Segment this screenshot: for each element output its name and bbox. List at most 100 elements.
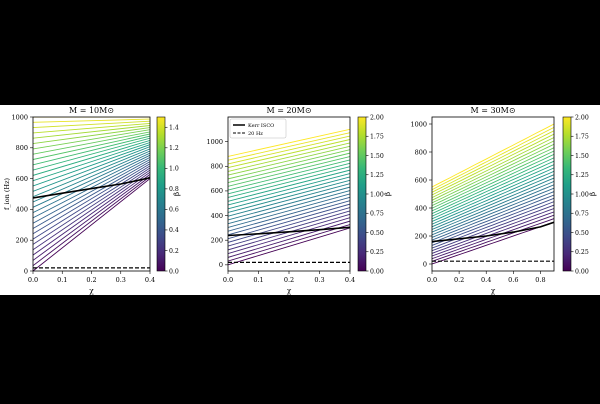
beta-curve: [432, 153, 554, 212]
beta-curve: [33, 129, 150, 150]
y-tick-label: 200: [415, 232, 427, 240]
beta-curve: [228, 152, 350, 184]
beta-curve: [228, 166, 350, 198]
x-tick-label: 0.1: [253, 276, 263, 284]
colorbar-label: β: [384, 192, 392, 196]
beta-curve: [432, 123, 554, 188]
y-tick-label: 800: [415, 148, 427, 156]
colorbar-tick-label: 1.25: [575, 172, 589, 179]
beta-curve: [228, 173, 350, 206]
beta-curve: [33, 133, 150, 160]
beta-curve: [432, 170, 554, 225]
chart-title: M = 10M⊙: [69, 106, 114, 115]
beta-curve: [432, 140, 554, 201]
beta-curve: [228, 196, 350, 232]
beta-curve: [432, 174, 554, 228]
y-tick-label: 600: [16, 175, 28, 183]
y-tick-label: 800: [16, 144, 28, 152]
beta-curve: [228, 183, 350, 217]
beta-curve: [228, 210, 350, 247]
y-tick-label: 0: [24, 267, 28, 275]
x-tick-label: 0.0: [223, 276, 233, 284]
plot-area: [33, 117, 150, 271]
beta-curve: [228, 162, 350, 195]
colorbar-tick-label: 0.50: [370, 230, 384, 237]
beta-curve: [432, 187, 554, 238]
y-tick-label: 400: [16, 206, 28, 214]
beta-curve: [228, 220, 350, 258]
y-tick-label: 200: [211, 237, 223, 245]
colorbar-tick-label: 1.50: [370, 153, 384, 160]
x-tick-label: 0.0: [427, 276, 437, 284]
beta-curve: [33, 144, 150, 187]
beta-curve: [432, 201, 554, 249]
beta-curve: [432, 133, 554, 196]
beta-curve: [432, 184, 554, 236]
beta-curve: [228, 132, 350, 161]
beta-curve: [228, 190, 350, 225]
colorbar-tick-label: 0.25: [370, 249, 384, 256]
beta-curve: [33, 148, 150, 198]
colorbar-tick-label: 0.00: [370, 268, 384, 275]
y-tick-label: 0: [423, 260, 427, 268]
colorbar-tick-label: 2.00: [575, 114, 589, 121]
beta-curve: [432, 177, 554, 230]
beta-curve: [228, 139, 350, 169]
y-tick-label: 1000: [206, 138, 223, 146]
x-axis-label: χ: [287, 286, 292, 295]
beta-curve: [228, 217, 350, 255]
beta-curve: [432, 164, 554, 220]
y-tick-label: 0: [219, 261, 223, 269]
beta-curve: [33, 122, 150, 134]
colorbar-tick-label: 1.0: [169, 166, 179, 173]
beta-curve: [228, 159, 350, 191]
y-tick-label: 600: [415, 176, 427, 184]
y-tick-label: 200: [16, 237, 28, 245]
chart-title: M = 20M⊙: [266, 106, 311, 115]
beta-curve: [33, 154, 150, 214]
chart-title: M = 30M⊙: [470, 106, 515, 115]
beta-curve: [33, 142, 150, 182]
beta-curve: [228, 149, 350, 180]
chart-2: 0.0 0.1 0.2 0.3 0.4 0 200 400 600 800 1000 M = 20M⊙…: [206, 106, 392, 295]
beta-curve: [228, 207, 350, 243]
x-axis-label: χ: [491, 286, 496, 295]
beta-curve: [432, 208, 554, 254]
colorbar: [357, 116, 367, 272]
beta-curve: [432, 160, 554, 217]
beta-curve: [228, 145, 350, 176]
colorbar-tick-label: 0.6: [169, 207, 179, 214]
beta-curve: [33, 137, 150, 171]
beta-curve: [33, 131, 150, 155]
plot-area: [432, 123, 554, 265]
x-axis-label: χ: [89, 286, 94, 295]
figure-panel: [0, 105, 600, 295]
beta-curve: [432, 130, 554, 193]
x-tick-label: 0.0: [28, 276, 38, 284]
beta-curve: [33, 120, 150, 129]
beta-curve: [432, 147, 554, 207]
beta-curve: [33, 178, 150, 271]
colorbar-label: β: [589, 192, 597, 196]
beta-curve: [228, 193, 350, 228]
beta-curve: [432, 211, 554, 257]
colorbar-label: β: [173, 192, 181, 196]
colorbar-tick-label: 0.50: [575, 230, 589, 237]
plot-area: [228, 128, 350, 266]
x-tick-label: 0.2: [454, 276, 464, 284]
colorbar-tick-label: 1.00: [370, 191, 384, 198]
colorbar-tick-label: 0.8: [169, 186, 179, 193]
x-tick-label: 0.2: [284, 276, 294, 284]
x-tick-label: 0.8: [535, 276, 545, 284]
y-tick-label: 400: [211, 212, 223, 220]
legend-label: 20 Hz: [248, 131, 263, 137]
beta-curve: [228, 156, 350, 187]
kerr-isco-line: [33, 177, 150, 199]
beta-curve: [432, 191, 554, 241]
kerr-isco-line: [228, 226, 350, 237]
beta-curve: [228, 169, 350, 202]
colorbar-tick-label: 1.75: [575, 134, 589, 141]
chart-3: 0.0 0.2 0.4 0.6 0.8 0 200 400 600 800 1000 M = 30M⊙…: [410, 106, 597, 295]
beta-curve: [228, 186, 350, 221]
legend: Kerr ISCO 20 Hz: [229, 118, 287, 139]
